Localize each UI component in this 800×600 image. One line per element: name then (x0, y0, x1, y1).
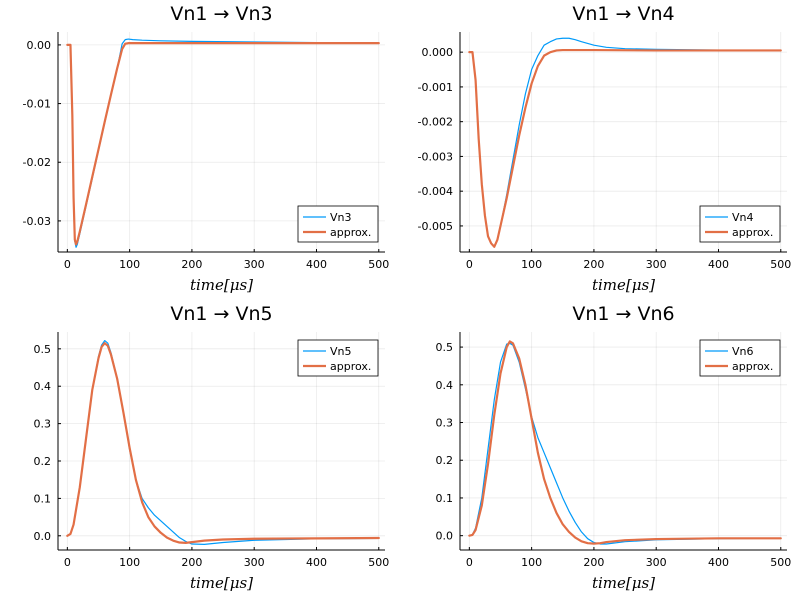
x-tick-label: 300 (646, 258, 667, 271)
y-tick-label: 0.1 (436, 492, 454, 505)
x-tick-label: 300 (244, 556, 265, 569)
y-tick-label: -0.004 (418, 185, 453, 198)
x-tick-label: 400 (708, 258, 729, 271)
x-axis-label: time[μs] (592, 276, 655, 294)
x-tick-label: 100 (119, 556, 140, 569)
subplot-1: 0 100 200 300 400 500 0.00 -0.01 -0.02 -0.03 Vn1 →… (23, 3, 390, 294)
x-axis-label: time[μs] (190, 574, 253, 592)
legend-label: approx. (732, 360, 773, 373)
legend: Vn3 approx. (297, 205, 379, 243)
x-tick-label: 400 (708, 556, 729, 569)
chart-title: Vn1 → Vn6 (572, 303, 674, 325)
legend-label: approx. (330, 360, 371, 373)
y-tick-label: -0.003 (418, 150, 453, 163)
x-tick-label: 0 (466, 258, 473, 271)
legend-label: Vn3 (330, 211, 352, 224)
x-tick-label: 200 (181, 556, 202, 569)
legend: Vn6 approx. (699, 339, 781, 377)
y-tick-label: 0.4 (436, 379, 454, 392)
legend-box (699, 339, 781, 377)
series-line-vn6 (468, 342, 782, 545)
x-tick-label: 200 (181, 258, 202, 271)
x-tick-label: 200 (583, 258, 604, 271)
y-tick-label: 0.2 (436, 454, 454, 467)
series-line-approx (66, 342, 380, 545)
x-tick-label: 100 (521, 258, 542, 271)
legend-label: approx. (330, 226, 371, 239)
y-tick-label: 0.0 (436, 530, 454, 543)
legend-box (699, 205, 781, 243)
subplot-2: 0 100 200 300 400 500 0.000 -0.001 -0.002 -0.003 -… (418, 3, 792, 294)
y-tick-label: 0.00 (27, 39, 52, 52)
x-tick-label: 100 (521, 556, 542, 569)
y-tick-label: -0.005 (418, 220, 453, 233)
y-tick-label: -0.02 (23, 156, 51, 169)
legend-box (297, 339, 379, 377)
subplot-4: 0 100 200 300 400 500 0.0 0.1 0.2 0.3 0.4 0.5 Vn1 → … (436, 303, 792, 592)
y-tick-label: 0.000 (422, 46, 454, 59)
legend: Vn5 approx. (297, 339, 379, 377)
series-line-approx (468, 48, 782, 248)
y-tick-label: -0.01 (23, 98, 51, 111)
legend-label: Vn6 (732, 345, 754, 358)
y-tick-label: -0.03 (23, 215, 51, 228)
legend-label: Vn5 (330, 345, 352, 358)
x-tick-label: 200 (583, 556, 604, 569)
y-tick-label: 0.3 (436, 417, 454, 430)
y-tick-label: -0.002 (418, 116, 453, 129)
x-tick-label: 500 (368, 556, 389, 569)
x-tick-label: 0 (466, 556, 473, 569)
x-tick-label: 500 (368, 258, 389, 271)
series-line-approx (468, 340, 782, 545)
y-tick-label: 0.5 (436, 341, 454, 354)
y-tick-label: 0.4 (34, 380, 52, 393)
legend-box (297, 205, 379, 243)
x-tick-label: 400 (306, 556, 327, 569)
x-tick-label: 100 (119, 258, 140, 271)
x-tick-label: 400 (306, 258, 327, 271)
y-tick-label: -0.001 (418, 81, 453, 94)
y-tick-label: 0.2 (34, 455, 52, 468)
y-tick-label: 0.1 (34, 492, 52, 505)
x-tick-label: 0 (64, 556, 71, 569)
x-axis-label: time[μs] (592, 574, 655, 592)
x-tick-label: 300 (244, 258, 265, 271)
subplot-3: 0 100 200 300 400 500 0.0 0.1 0.2 0.3 0.4 0.5 Vn1 → … (34, 303, 390, 592)
series-line-approx (66, 42, 380, 246)
legend: Vn4 approx. (699, 205, 781, 243)
chart-title: Vn1 → Vn4 (572, 3, 674, 25)
chart-title: Vn1 → Vn5 (170, 303, 272, 325)
x-tick-label: 500 (770, 258, 791, 271)
x-tick-label: 300 (646, 556, 667, 569)
legend-label: Vn4 (732, 211, 754, 224)
x-tick-label: 0 (64, 258, 71, 271)
y-tick-label: 0.5 (34, 343, 52, 356)
legend-label: approx. (732, 226, 773, 239)
chart-title: Vn1 → Vn3 (170, 3, 272, 25)
x-axis-label: time[μs] (190, 276, 253, 294)
y-tick-label: 0.0 (34, 530, 52, 543)
x-tick-label: 500 (770, 556, 791, 569)
y-tick-label: 0.3 (34, 418, 52, 431)
